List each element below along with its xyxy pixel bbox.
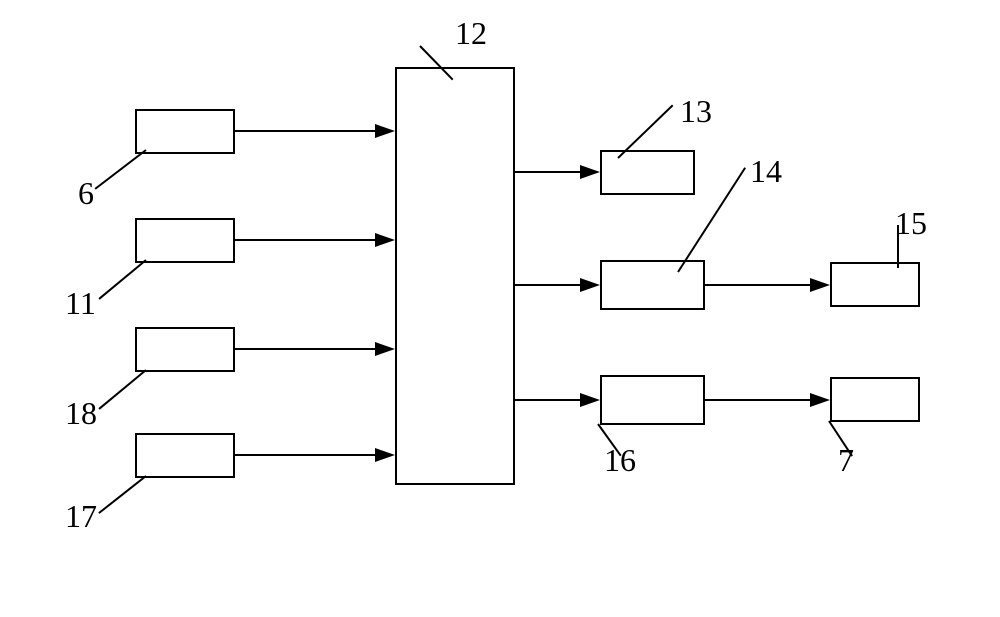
arrowhead-in4-center <box>375 448 395 462</box>
box-out7 <box>830 377 920 422</box>
arrow-line-center-out16 <box>515 399 583 401</box>
box-in1 <box>135 109 235 154</box>
arrowhead-out16-out7 <box>810 393 830 407</box>
box-in2 <box>135 218 235 263</box>
arrowhead-center-out14 <box>580 278 600 292</box>
leader-7 <box>98 475 146 514</box>
label-l13: 13 <box>680 93 712 130</box>
arrow-line-in3-center <box>235 348 378 350</box>
label-l16: 16 <box>604 442 636 479</box>
arrowhead-center-out16 <box>580 393 600 407</box>
label-l18: 18 <box>65 395 97 432</box>
arrow-line-in1-center <box>235 130 378 132</box>
label-l6: 6 <box>78 175 94 212</box>
arrowhead-center-out13 <box>580 165 600 179</box>
box-in3 <box>135 327 235 372</box>
arrowhead-in1-center <box>375 124 395 138</box>
label-l15: 15 <box>895 205 927 242</box>
arrow-line-in2-center <box>235 239 378 241</box>
leader-6 <box>98 369 146 410</box>
arrowhead-in2-center <box>375 233 395 247</box>
leader-4 <box>94 149 146 190</box>
label-l11: 11 <box>65 285 96 322</box>
label-l17: 17 <box>65 498 97 535</box>
label-l12: 12 <box>455 15 487 52</box>
box-out14 <box>600 260 705 310</box>
box-out15 <box>830 262 920 307</box>
label-l14: 14 <box>750 153 782 190</box>
box-out16 <box>600 375 705 425</box>
arrow-line-center-out14 <box>515 284 583 286</box>
arrow-line-out14-out15 <box>705 284 813 286</box>
arrowhead-out14-out15 <box>810 278 830 292</box>
arrow-line-out16-out7 <box>705 399 813 401</box>
leader-5 <box>98 259 146 300</box>
arrowhead-in3-center <box>375 342 395 356</box>
box-center <box>395 67 515 485</box>
box-in4 <box>135 433 235 478</box>
arrow-line-center-out13 <box>515 171 583 173</box>
arrow-line-in4-center <box>235 454 378 456</box>
leader-3 <box>897 225 899 268</box>
box-out13 <box>600 150 695 195</box>
